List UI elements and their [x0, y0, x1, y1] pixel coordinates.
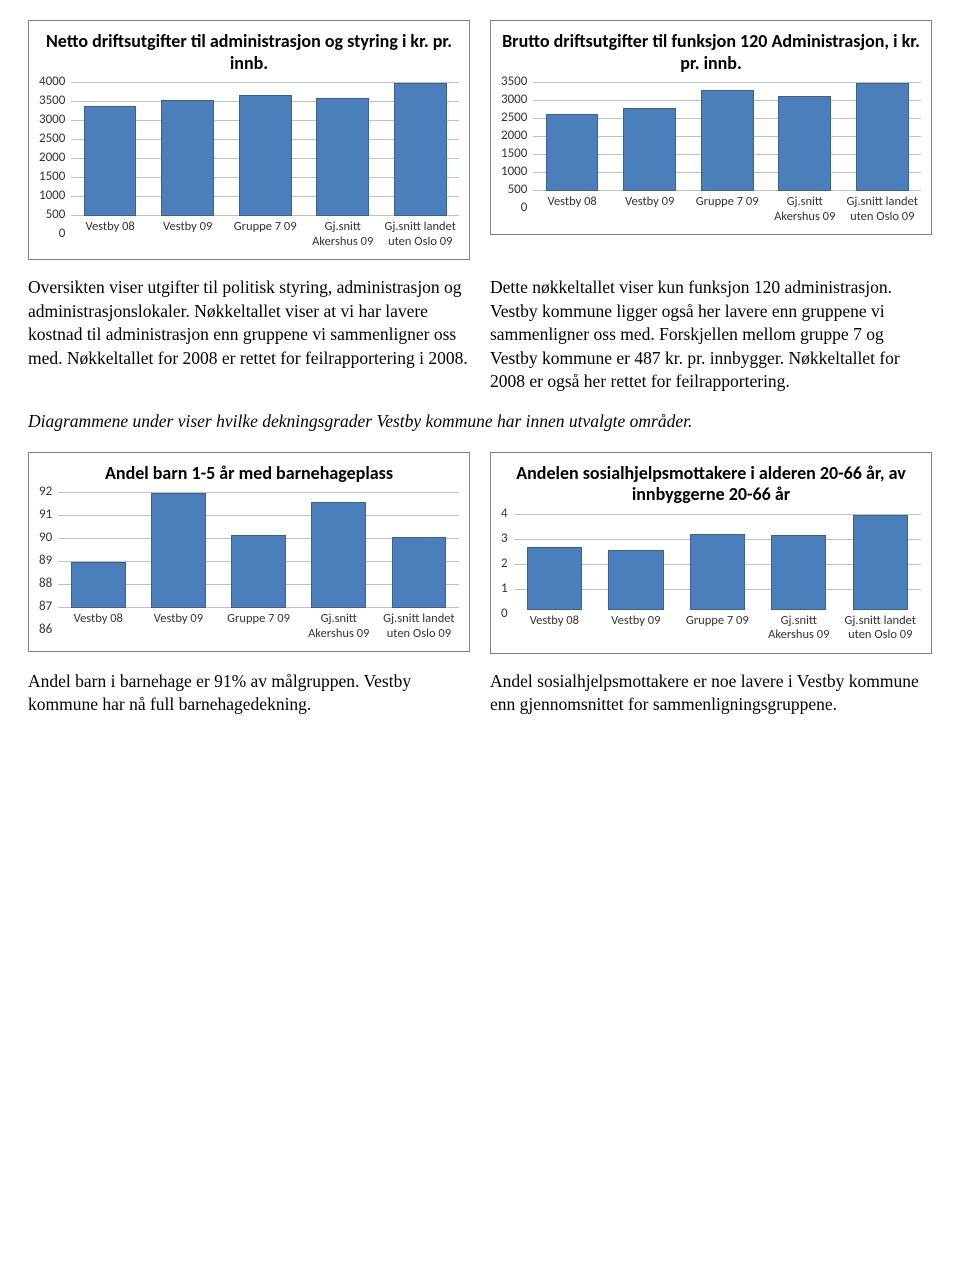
bar: [771, 535, 826, 610]
para-left-1: Oversikten viser utgifter til politisk s…: [28, 276, 470, 394]
chart2-x-axis: Vestby 08Vestby 09Gruppe 7 09Gj.snitt Ak…: [533, 195, 921, 224]
x-label: Gruppe 7 09: [219, 612, 299, 641]
bar: [856, 83, 909, 191]
x-label: Vestby 09: [595, 614, 676, 643]
x-label: Vestby 08: [58, 612, 138, 641]
para-left-2: Andel barn i barnehage er 91% av målgrup…: [28, 670, 470, 717]
bar: [527, 547, 582, 610]
chart3-x-axis: Vestby 08Vestby 09Gruppe 7 09Gj.snitt Ak…: [58, 612, 459, 641]
x-label: Gj.snitt landet uten Oslo 09: [843, 195, 921, 224]
chart-brutto-driftsutgifter: Brutto driftsutgifter til funksjon 120 A…: [490, 20, 932, 235]
x-label: Vestby 08: [533, 195, 611, 224]
chart1-bars: [71, 82, 459, 216]
bar-slot: [611, 108, 689, 191]
bar-slot: [226, 95, 304, 217]
bar: [231, 535, 286, 609]
x-label: Gj.snitt Akershus 09: [758, 614, 839, 643]
bar: [151, 493, 206, 608]
bar-slot: [843, 83, 921, 191]
bar: [392, 537, 447, 608]
bar-slot: [758, 535, 839, 610]
chart4-title: Andelen sosialhjelpsmottakere i alderen …: [501, 463, 921, 506]
x-label: Vestby 09: [611, 195, 689, 224]
chart1-x-axis: Vestby 08Vestby 09Gruppe 7 09Gj.snitt Ak…: [71, 220, 459, 249]
para-right-2: Andel sosialhjelpsmottakere er noe laver…: [490, 670, 932, 717]
chart2-y-axis: 3500300025002000150010005000: [501, 82, 533, 208]
chart-netto-driftsutgifter: Netto driftsutgifter til administrasjon …: [28, 20, 470, 260]
chart1-y-axis: 40003500300025002000150010005000: [39, 82, 71, 234]
chart-sosialhjelp: Andelen sosialhjelpsmottakere i alderen …: [490, 452, 932, 654]
bar: [311, 502, 366, 608]
x-label: Gj.snitt Akershus 09: [766, 195, 844, 224]
x-label: Gj.snitt landet uten Oslo 09: [840, 614, 921, 643]
x-label: Gj.snitt Akershus 09: [299, 612, 379, 641]
chart2-title: Brutto driftsutgifter til funksjon 120 A…: [501, 31, 921, 74]
bar-slot: [595, 550, 676, 610]
bar: [84, 106, 137, 216]
bar: [690, 534, 745, 610]
text-row-1: Oversikten viser utgifter til politisk s…: [28, 276, 932, 394]
bar: [608, 550, 663, 610]
bar-slot: [304, 98, 382, 216]
bar: [853, 515, 908, 610]
bar-slot: [840, 515, 921, 610]
bar: [623, 108, 676, 191]
chart3-y-axis: 92919089888786: [39, 492, 58, 630]
chart3-bars: [58, 492, 459, 608]
chart3-plot: 92919089888786Vestby 08Vestby 09Gruppe 7…: [39, 492, 459, 641]
bar: [546, 114, 599, 191]
bar: [316, 98, 369, 216]
bar-slot: [533, 114, 611, 191]
bar-slot: [299, 502, 379, 608]
bar: [239, 95, 292, 217]
bar: [71, 562, 126, 608]
chart-row-1: Netto driftsutgifter til administrasjon …: [28, 20, 932, 260]
x-label: Vestby 09: [138, 612, 218, 641]
chart-row-2: Andel barn 1-5 år med barnehageplass 9291…: [28, 452, 932, 654]
bar-slot: [58, 562, 138, 608]
bar: [161, 100, 214, 216]
para-right-1: Dette nøkkeltallet viser kun funksjon 12…: [490, 276, 932, 394]
chart4-bars: [514, 514, 921, 610]
x-label: Gruppe 7 09: [226, 220, 304, 249]
chart-andel-barn: Andel barn 1-5 år med barnehageplass 9291…: [28, 452, 470, 652]
bar-slot: [766, 96, 844, 191]
bar: [394, 83, 447, 216]
chart1-plot: 40003500300025002000150010005000Vestby 0…: [39, 82, 459, 249]
x-label: Gj.snitt landet uten Oslo 09: [379, 612, 459, 641]
bar-slot: [379, 537, 459, 608]
x-label: Vestby 09: [149, 220, 227, 249]
bar-slot: [71, 106, 149, 216]
bar: [778, 96, 831, 191]
x-label: Gj.snitt landet uten Oslo 09: [381, 220, 459, 249]
chart4-x-axis: Vestby 08Vestby 09Gruppe 7 09Gj.snitt Ak…: [514, 614, 921, 643]
para-italic: Diagrammene under viser hvilke dekningsg…: [28, 410, 932, 434]
bar-slot: [514, 547, 595, 610]
x-label: Vestby 08: [514, 614, 595, 643]
x-label: Gruppe 7 09: [677, 614, 758, 643]
text-row-2: Andel barn i barnehage er 91% av målgrup…: [28, 670, 932, 717]
chart2-plot: 3500300025002000150010005000Vestby 08Ves…: [501, 82, 921, 224]
x-label: Gruppe 7 09: [688, 195, 766, 224]
bar-slot: [219, 535, 299, 609]
x-label: Vestby 08: [71, 220, 149, 249]
bar-slot: [381, 83, 459, 216]
chart4-plot: 43210Vestby 08Vestby 09Gruppe 7 09Gj.sni…: [501, 514, 921, 643]
chart3-title: Andel barn 1-5 år med barnehageplass: [39, 463, 459, 485]
bar-slot: [138, 493, 218, 608]
x-label: Gj.snitt Akershus 09: [304, 220, 382, 249]
bar-slot: [149, 100, 227, 216]
bar-slot: [677, 534, 758, 610]
chart1-title: Netto driftsutgifter til administrasjon …: [39, 31, 459, 74]
bar-slot: [688, 90, 766, 191]
chart4-y-axis: 43210: [501, 514, 514, 614]
bar: [701, 90, 754, 191]
chart2-bars: [533, 82, 921, 191]
